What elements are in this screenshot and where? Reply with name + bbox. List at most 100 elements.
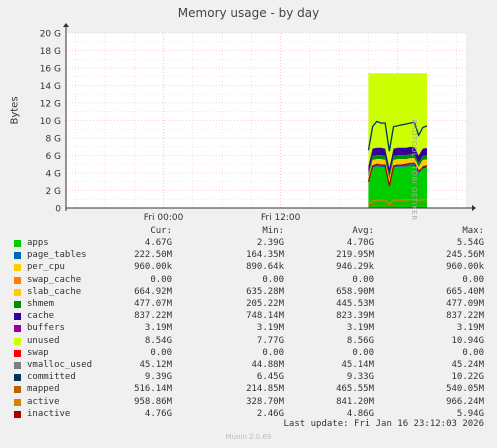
y-axis-arrow [63,23,69,27]
line-active [368,198,427,206]
last-update: Last update: Fri Jan 16 23:12:03 2026 [283,419,484,429]
legend-swatch [14,288,21,296]
y-tick-label: 8 G [45,135,61,145]
legend-name: slab_cache [27,286,82,297]
legend-max-value: 45.24M [451,360,484,370]
col-max: Max: [462,226,484,236]
legend-cur-value: 0.00 [150,347,172,358]
legend-cur-value: 0.00 [150,274,172,285]
munin-version: Munin 2.0.69 [225,433,272,441]
legend-max-value: 540.05M [446,384,484,395]
legend-row-active: active 958.86M 328.70M 841.20M 966.24M [0,397,497,409]
legend-avg-value: 3.19M [346,323,374,334]
x-axis-arrow [472,205,476,211]
legend-cur-value: 3.19M [144,323,172,334]
legend-avg-value: 946.29k [336,262,374,273]
legend-avg-value: 0.00 [352,347,374,358]
area-shmem [368,154,427,180]
y-tick-label: 12 G [40,100,61,110]
legend-cur-value: 45.12M [139,360,172,370]
legend-swatch [14,240,21,247]
legend-row-buffers: buffers 3.19M 3.19M 3.19M 3.19M [0,323,497,335]
legend-row-vmalloc-used: vmalloc_used 45.12M 44.88M 45.14M 45.24M [0,360,497,372]
legend-swatch [14,313,21,321]
y-tick-label: 6 G [45,152,61,162]
legend-name: buffers [27,323,65,334]
y-tick-labels: 0 2 G 4 G 6 G 8 G 10 G 12 G 14 G 16 G 18 G 20 G [40,30,62,215]
memory-chart: 0 2 G 4 G 6 G 8 G 10 G 12 G 14 G 16 G 18 G 20 G Fr… [40,23,476,223]
legend-name: mapped [27,384,60,395]
legend-name: inactive [27,408,71,419]
legend-cur-value: 222.50M [134,250,172,261]
legend-min-value: 890.64k [246,262,284,273]
y-tick-label: 0 [55,205,61,215]
legend-max-value: 245.56M [446,250,484,261]
legend-row-mapped: mapped 516.14M 214.85M 465.55M 540.05M [0,384,497,396]
col-min: Min: [262,226,284,236]
y-tick-label: 4 G [45,170,61,180]
legend-avg-value: 658.90M [336,286,374,297]
legend-row-committed: committed 9.39G 6.45G 9.33G 10.22G [0,372,497,384]
legend-max-value: 10.94G [451,335,484,346]
legend-max-value: 10.22G [451,372,484,383]
legend-min-value: 6.45G [256,372,284,383]
legend-cur-value: 837.22M [134,311,172,322]
legend-min-value: 0.00 [262,347,284,358]
legend-avg-value: 4.86G [346,408,374,419]
legend-min-value: 748.14M [246,311,284,322]
legend-avg-value: 445.53M [336,299,374,309]
x-tick-label: Fri 00:00 [144,213,184,223]
legend-swatch [14,252,21,260]
y-tick-label: 20 G [40,30,61,40]
legend-avg-value: 0.00 [352,274,374,285]
legend-name: per_cpu [27,262,65,273]
legend-swatch [14,301,21,308]
legend-min-value: 328.70M [246,396,284,407]
legend-row-inactive: inactive 4.76G 2.46G 4.86G 5.94G [0,409,497,421]
legend-max-value: 966.24M [446,396,484,407]
legend-max-value: 5.94G [456,408,484,419]
legend-name: vmalloc_used [27,360,93,370]
legend-name: swap_cache [27,274,82,285]
legend-row-slab-cache: slab_cache 664.92M 635.28M 658.90M 665.40M [0,287,497,299]
y-tick-label: 14 G [40,82,61,92]
legend-header: Cur: Min: Avg: Max: [0,226,497,238]
area-page-tables [368,164,427,187]
legend-cur-value: 9.39G [144,372,172,383]
legend-max-value: 665.40M [446,286,484,297]
legend-max-value: 837.22M [446,311,484,322]
chart-axes [63,23,476,211]
legend-swatch [14,398,21,406]
legend-max-value: 0.00 [462,347,484,358]
legend-row-per-cpu: per_cpu 960.00k 890.64k 946.29k 960.00k [0,262,497,274]
y-tick-label: 16 G [40,65,61,75]
legend-avg-value: 45.14M [341,360,374,370]
legend-max-value: 0.00 [462,274,484,285]
legend-min-value: 3.19M [256,323,284,334]
y-tick-label: 2 G [45,187,61,197]
legend-cur-value: 958.86M [134,396,172,407]
legend-swatch [14,386,21,394]
legend-avg-value: 9.33G [346,372,374,383]
legend-cur-value: 8.54G [144,335,172,346]
legend-min-value: 164.35M [246,250,284,261]
legend-name: cache [27,311,55,322]
legend-max-value: 477.09M [446,299,484,309]
legend-avg-value: 4.70G [346,238,374,248]
legend-swatch [14,374,21,382]
chart-title: Memory usage - by day [177,6,320,20]
legend-avg-value: 823.39M [336,311,374,322]
x-tick-labels: Fri 00:00 Fri 12:00 [144,213,301,223]
legend-swatch [14,362,21,369]
y-tick-label: 18 G [40,47,61,57]
line-mapped [368,202,427,207]
legend-name: shmem [27,299,55,309]
legend-row-apps: apps 4.67G 2.39G 4.70G 5.54G [0,238,497,250]
line-inactive [367,162,428,187]
legend-swatch [14,337,21,345]
legend-row-unused: unused 8.54G 7.77G 8.56G 10.94G [0,336,497,348]
legend-min-value: 7.77G [256,335,284,346]
legend-cur-value: 960.00k [134,262,172,273]
legend-cur-value: 516.14M [134,384,172,395]
legend-cur-value: 4.67G [144,238,172,248]
